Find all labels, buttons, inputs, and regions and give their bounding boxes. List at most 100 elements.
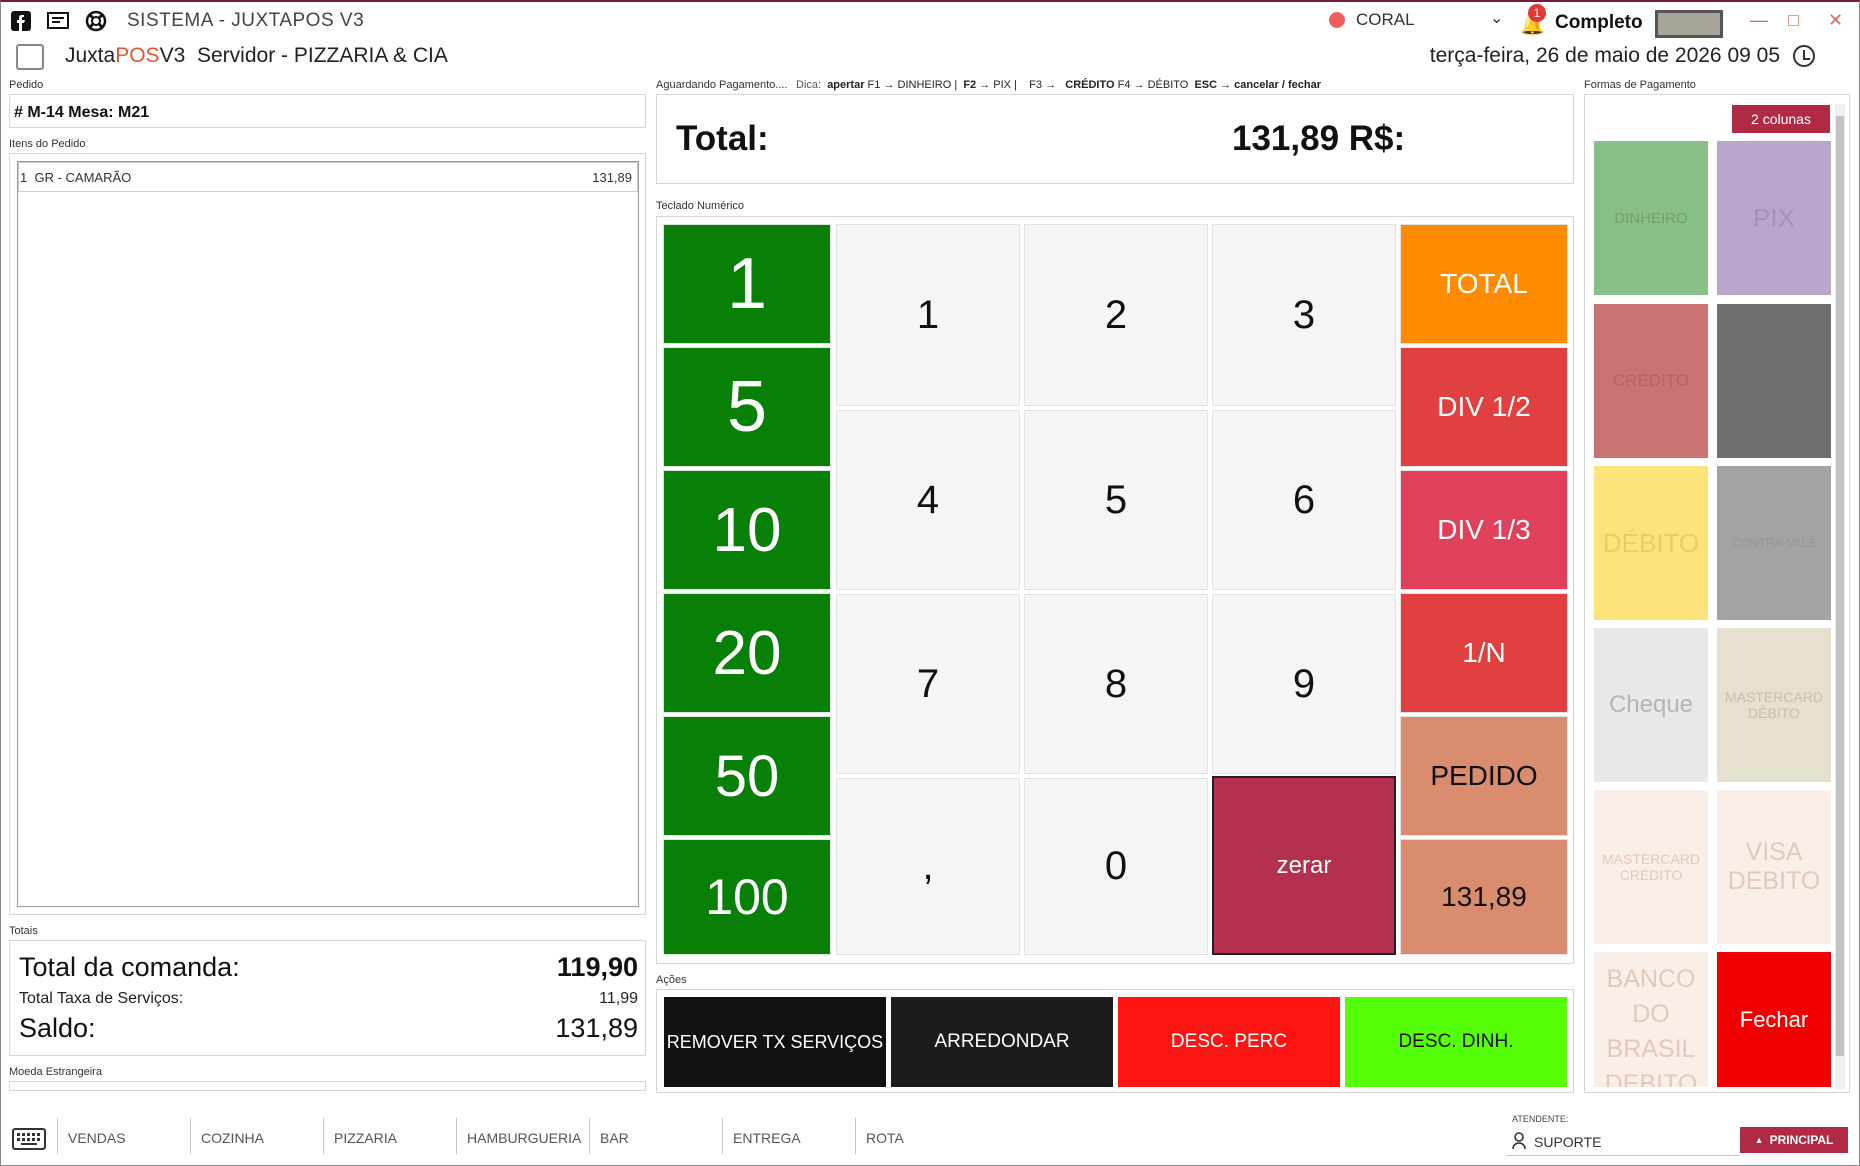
saldo-label: Saldo:: [19, 1013, 96, 1043]
message-icon[interactable]: [47, 10, 69, 32]
pay-debito[interactable]: DÉBITO: [1594, 466, 1708, 620]
user-status[interactable]: CORAL: [1356, 10, 1415, 29]
nav-pizzaria[interactable]: PIZZARIA: [323, 1118, 456, 1154]
pedido-button[interactable]: PEDIDO: [1400, 716, 1568, 836]
system-title: SISTEMA - JUXTAPOS V3: [127, 10, 365, 31]
total-value: 131,89 R$:: [1232, 119, 1406, 158]
support-icon[interactable]: [85, 10, 107, 32]
formas-label: Formas de Pagamento: [1584, 79, 1696, 91]
total-label: Total:: [676, 119, 769, 158]
pay-visa-debito[interactable]: VISA DEBITO: [1717, 790, 1831, 944]
app-logo: [16, 44, 44, 70]
totais-label: Totais: [9, 925, 38, 937]
keyboard-icon[interactable]: [12, 1128, 46, 1150]
quick-1-button[interactable]: 1: [663, 224, 831, 344]
nav-bar[interactable]: BAR: [589, 1118, 722, 1154]
div-n-button[interactable]: 1/N: [1400, 593, 1568, 713]
pay-mastercard-debito[interactable]: MASTERCARD DÉBITO: [1717, 628, 1831, 782]
keypad-label: Teclado Numérico: [656, 200, 745, 212]
digit-4-button[interactable]: 4: [836, 410, 1020, 590]
server-name: Servidor - PIZZARIA & CIA: [197, 44, 448, 67]
quick-10-button[interactable]: 10: [663, 470, 831, 590]
arredondar-button[interactable]: ARREDONDAR: [891, 997, 1113, 1087]
pedido-value: # M-14 Mesa: M21: [14, 104, 150, 121]
digit-6-button[interactable]: 6: [1212, 410, 1396, 590]
digit-8-button[interactable]: 8: [1024, 594, 1208, 774]
digit-0-button[interactable]: 0: [1024, 778, 1208, 955]
status-label: Aguardando Pagamento....: [656, 79, 788, 91]
close-icon[interactable]: ✕: [1828, 10, 1844, 30]
zerar-button[interactable]: zerar: [1212, 776, 1396, 955]
totais-box: [9, 940, 646, 1056]
pay-cheque[interactable]: Cheque: [1594, 628, 1708, 782]
nav-vendas[interactable]: VENDAS: [57, 1118, 190, 1154]
moeda-field[interactable]: [9, 1081, 646, 1091]
desc-dinh-button[interactable]: DESC. DINH.: [1345, 997, 1567, 1087]
pay-dinheiro[interactable]: DINHEIRO: [1594, 141, 1708, 295]
principal-button[interactable]: ▲ PRINCIPAL: [1740, 1127, 1848, 1153]
bottom-bar: [0, 1112, 1860, 1166]
pay-credito[interactable]: CRÉDITO: [1594, 304, 1708, 458]
nav-entrega[interactable]: ENTREGA: [722, 1118, 855, 1154]
quick-100-button[interactable]: 100: [663, 839, 831, 955]
digit-7-button[interactable]: 7: [836, 594, 1020, 774]
datetime: terça-feira, 26 de maio de 2026 09 05: [1429, 44, 1780, 67]
formas-scroll-thumb[interactable]: [1836, 116, 1844, 1056]
saldo-value: 131,89: [555, 1013, 638, 1043]
pedido-label: Pedido: [9, 79, 44, 91]
user-status-dot: [1329, 12, 1345, 28]
pedido-field[interactable]: [9, 94, 646, 128]
atendente-label: ATENDENTE:: [1512, 1114, 1569, 1124]
digit-9-button[interactable]: 9: [1212, 594, 1396, 774]
comma-button[interactable]: ,: [836, 778, 1020, 955]
digit-2-button[interactable]: 2: [1024, 224, 1208, 406]
mode-label: Completo: [1555, 12, 1643, 33]
pay-mastercard-credito[interactable]: MASTERCARD CRÉDITO: [1594, 790, 1708, 944]
app-name: JuxtaPOSV3: [65, 44, 186, 67]
acoes-label: Ações: [656, 974, 687, 986]
total-comanda-label: Total da comanda:: [19, 952, 240, 982]
hint-text: Dica: apertar F1 → DINHEIRO | F2 → PIX |…: [796, 79, 1322, 91]
atendente-name: SUPORTE: [1534, 1134, 1602, 1150]
chevron-up-icon: ▲: [1754, 1135, 1764, 1145]
div-third-button[interactable]: DIV 1/3: [1400, 470, 1568, 590]
total-button[interactable]: TOTAL: [1400, 224, 1568, 344]
atendente-field[interactable]: [1506, 1126, 1740, 1156]
minimize-icon[interactable]: —: [1750, 10, 1768, 30]
pedido-value-button[interactable]: 131,89: [1400, 839, 1568, 955]
nav-hamburgueria[interactable]: HAMBURGUERIA: [456, 1118, 589, 1154]
digit-1-button[interactable]: 1: [836, 224, 1020, 406]
quick-20-button[interactable]: 20: [663, 593, 831, 713]
clock-icon: [1793, 45, 1815, 67]
facebook-icon[interactable]: [10, 10, 32, 32]
chevron-down-icon[interactable]: ⌄: [1490, 10, 1504, 27]
desc-perc-button[interactable]: DESC. PERC: [1118, 997, 1340, 1087]
mode-toggle[interactable]: [1655, 10, 1723, 38]
itens-list[interactable]: [17, 161, 639, 907]
moeda-label: Moeda Estrangeira: [9, 1066, 102, 1078]
nav-rota[interactable]: ROTA: [855, 1118, 988, 1154]
itens-label: Itens do Pedido: [9, 138, 86, 150]
taxa-label: Total Taxa de Serviços:: [19, 990, 184, 1007]
total-comanda-value: 119,90: [556, 952, 638, 982]
quick-5-button[interactable]: 5: [663, 347, 831, 467]
total-box: [656, 94, 1574, 184]
maximize-icon[interactable]: □: [1788, 10, 1799, 30]
remover-tx-button[interactable]: REMOVER TX SERVIÇOS: [664, 997, 886, 1087]
pay-contra-vale[interactable]: CONTRA-VALE: [1717, 466, 1831, 620]
taxa-value: 11,99: [599, 990, 638, 1007]
digit-5-button[interactable]: 5: [1024, 410, 1208, 590]
nav-cozinha[interactable]: COZINHA: [190, 1118, 323, 1154]
pay-unnamed[interactable]: [1717, 304, 1831, 458]
quick-50-button[interactable]: 50: [663, 716, 831, 836]
user-icon: [1512, 1132, 1526, 1150]
pay-pix[interactable]: PIX: [1717, 141, 1831, 295]
columns-button[interactable]: 2 colunas: [1732, 105, 1830, 133]
fechar-button[interactable]: Fechar: [1717, 952, 1831, 1087]
list-item[interactable]: 1 GR - CAMARÃO 131,89: [20, 170, 632, 185]
notification-badge: 1: [1528, 4, 1546, 22]
itens-row-highlight: [18, 162, 638, 192]
digit-3-button[interactable]: 3: [1212, 224, 1396, 406]
div-half-button[interactable]: DIV 1/2: [1400, 347, 1568, 467]
pay-banco-do-brasil[interactable]: BANCO DO BRASIL DEBITO: [1594, 952, 1708, 1087]
